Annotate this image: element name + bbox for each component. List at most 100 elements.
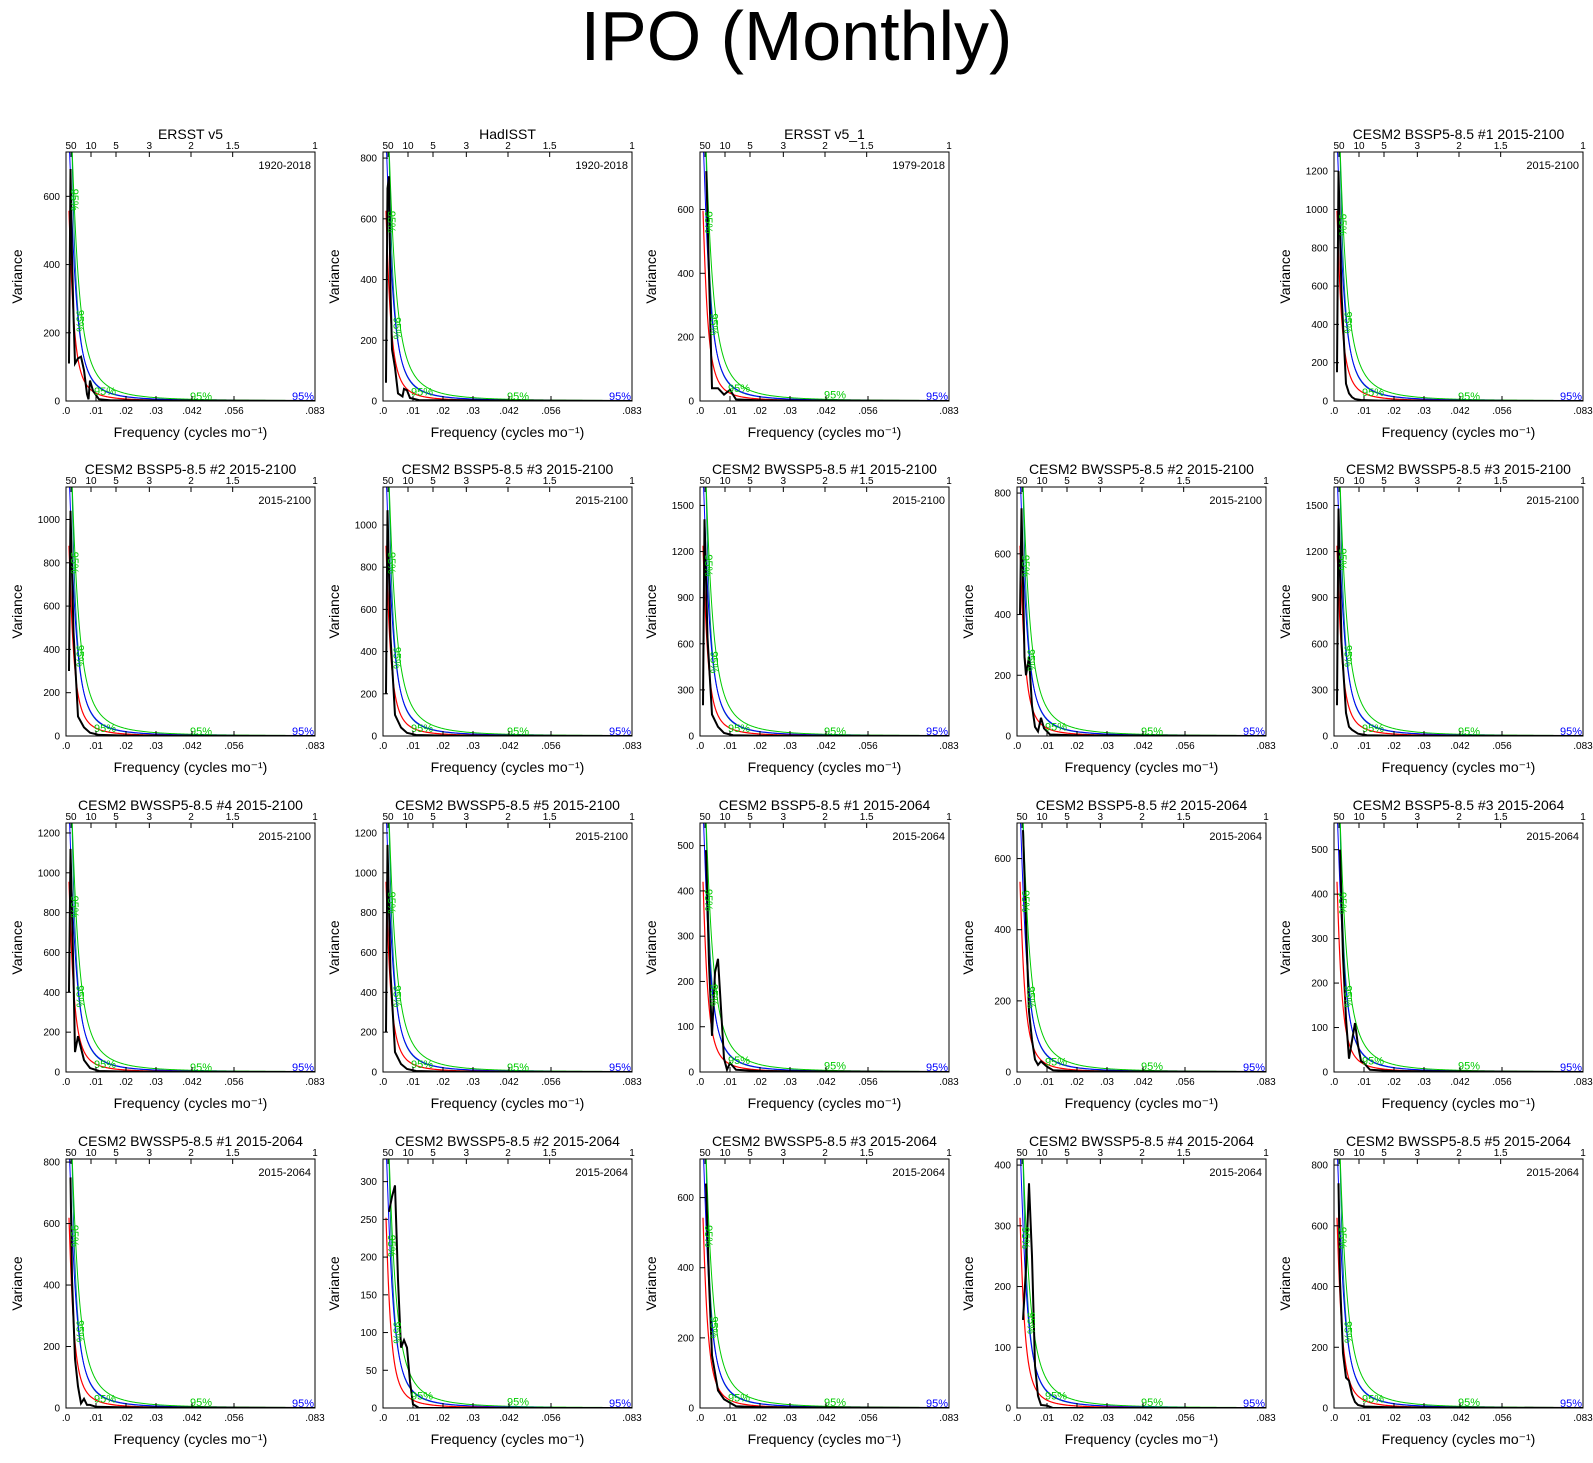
panel-title: CESM2 BWSSP5-8.5 #4 2015-2100 xyxy=(78,797,303,813)
period-tick-label: 10 xyxy=(1036,476,1048,487)
period-tick-label: 1 xyxy=(1263,476,1269,487)
period-tick-label: 1.5 xyxy=(226,476,240,487)
sig-label: 95% xyxy=(1045,1391,1067,1403)
red-noise-curve xyxy=(1336,545,1583,736)
sig95-curve xyxy=(69,152,315,401)
x-tick-label: .056 xyxy=(858,741,878,752)
period-tick-label: 50 xyxy=(382,141,394,152)
panel-title: CESM2 BWSSP5-8.5 #1 2015-2064 xyxy=(78,1133,303,1149)
x-tick-label: .083 xyxy=(622,1077,642,1088)
x-tick-label: .01 xyxy=(1357,1413,1371,1424)
period-tick-label: 10 xyxy=(402,476,414,487)
sig-label: 95% xyxy=(507,391,529,403)
y-axis-label: Variance xyxy=(960,584,976,638)
x-axis-label: Frequency (cycles mo⁻¹) xyxy=(1382,1095,1536,1111)
period-tick-label: 50 xyxy=(1333,812,1345,823)
sig-label: 95% xyxy=(292,726,314,738)
x-tick-label: .083 xyxy=(939,1413,959,1424)
period-tick-label: 1.5 xyxy=(860,141,874,152)
spectrum-panel: 95%95%95%95%95%.0.01.02.03.042.056.08350… xyxy=(960,461,1276,775)
sig90-curve xyxy=(386,487,632,736)
markov-curve xyxy=(69,823,315,1072)
period-tick-label: 3 xyxy=(147,812,153,823)
y-axis-label: Variance xyxy=(9,920,25,974)
y-tick-label: 200 xyxy=(994,996,1011,1007)
period-label: 2015-2100 xyxy=(258,831,311,843)
x-tick-label: .0 xyxy=(696,1413,705,1424)
curves xyxy=(1336,487,1583,736)
y-axis-label: Variance xyxy=(1277,920,1293,974)
period-tick-label: 2 xyxy=(822,812,828,823)
sig90-curve xyxy=(386,152,632,401)
x-axis-label: Frequency (cycles mo⁻¹) xyxy=(114,759,268,775)
x-axis-label: Frequency (cycles mo⁻¹) xyxy=(748,759,902,775)
sig-label: 95% xyxy=(385,1235,397,1257)
x-tick-label: .03 xyxy=(1100,1413,1114,1424)
plot-frame xyxy=(1333,486,1584,737)
spectrum-line xyxy=(1339,849,1583,1072)
y-axis-label: Variance xyxy=(643,249,659,303)
curves xyxy=(68,1159,315,1408)
period-tick-label: 10 xyxy=(402,141,414,152)
x-tick-label: .03 xyxy=(466,406,480,417)
x-tick-label: .02 xyxy=(1387,1077,1401,1088)
y-tick-label: 1200 xyxy=(672,547,695,558)
y-tick-label: 0 xyxy=(371,1068,377,1079)
y-axis-label: Variance xyxy=(643,920,659,974)
sig90-curve xyxy=(69,823,315,1072)
x-tick-label: .01 xyxy=(1357,741,1371,752)
x-tick-label: .042 xyxy=(182,741,202,752)
x-tick-label: .02 xyxy=(753,741,767,752)
x-tick-label: .03 xyxy=(1100,1077,1114,1088)
sig95-curve xyxy=(386,487,632,736)
x-tick-label: .03 xyxy=(783,741,797,752)
y-tick-label: 400 xyxy=(677,886,694,897)
y-tick-label: 0 xyxy=(54,397,60,408)
red-noise-curve xyxy=(68,881,315,1072)
sig95-curve xyxy=(1337,823,1583,1072)
x-tick-label: .056 xyxy=(224,741,244,752)
plot-frame xyxy=(382,486,633,737)
x-tick-label: .0 xyxy=(1330,406,1339,417)
markov-curve xyxy=(1020,823,1266,1072)
panel-title: CESM2 BSSP5-8.5 #2 2015-2100 xyxy=(85,461,297,477)
y-tick-label: 1200 xyxy=(1306,547,1329,558)
x-tick-label: .01 xyxy=(723,1077,737,1088)
y-axis-label: Variance xyxy=(960,1256,976,1310)
x-tick-label: .02 xyxy=(753,1413,767,1424)
x-axis-label: Frequency (cycles mo⁻¹) xyxy=(431,1431,585,1447)
y-tick-label: 1000 xyxy=(355,520,378,531)
sig95-curve xyxy=(703,487,949,736)
y-axis-label: Variance xyxy=(960,920,976,974)
y-tick-label: 800 xyxy=(994,489,1011,500)
x-tick-label: .042 xyxy=(816,1413,836,1424)
y-tick-label: 200 xyxy=(360,1028,377,1039)
curves xyxy=(702,1159,949,1408)
x-tick-label: .02 xyxy=(1387,1413,1401,1424)
spectrum-panel: 95%95%95%95%95%.0.01.02.03.042.056.08350… xyxy=(326,1133,642,1447)
curves xyxy=(1019,1159,1266,1408)
period-label: 1979-2018 xyxy=(892,160,945,172)
sig-label: 95% xyxy=(824,726,846,738)
sig-label: 95% xyxy=(74,645,86,667)
period-tick-label: 3 xyxy=(781,812,787,823)
x-tick-label: .01 xyxy=(89,1413,103,1424)
period-label: 2015-2064 xyxy=(892,1167,945,1179)
y-tick-label: 600 xyxy=(360,948,377,959)
y-tick-label: 400 xyxy=(360,275,377,286)
sig-label: 95% xyxy=(68,552,80,574)
curves xyxy=(1336,1159,1583,1408)
y-tick-label: 600 xyxy=(1311,639,1328,650)
period-tick-label: 5 xyxy=(113,476,119,487)
y-tick-label: 500 xyxy=(1311,845,1328,856)
period-tick-label: 2 xyxy=(1456,476,1462,487)
y-tick-label: 800 xyxy=(360,563,377,574)
y-tick-label: 800 xyxy=(360,154,377,165)
y-tick-label: 1200 xyxy=(355,828,378,839)
sig-label: 95% xyxy=(94,1059,116,1071)
period-tick-label: 2 xyxy=(505,1148,511,1159)
x-tick-label: .056 xyxy=(1175,1413,1195,1424)
markov-curve xyxy=(703,487,949,736)
x-tick-label: .02 xyxy=(1070,741,1084,752)
x-axis-label: Frequency (cycles mo⁻¹) xyxy=(748,1095,902,1111)
